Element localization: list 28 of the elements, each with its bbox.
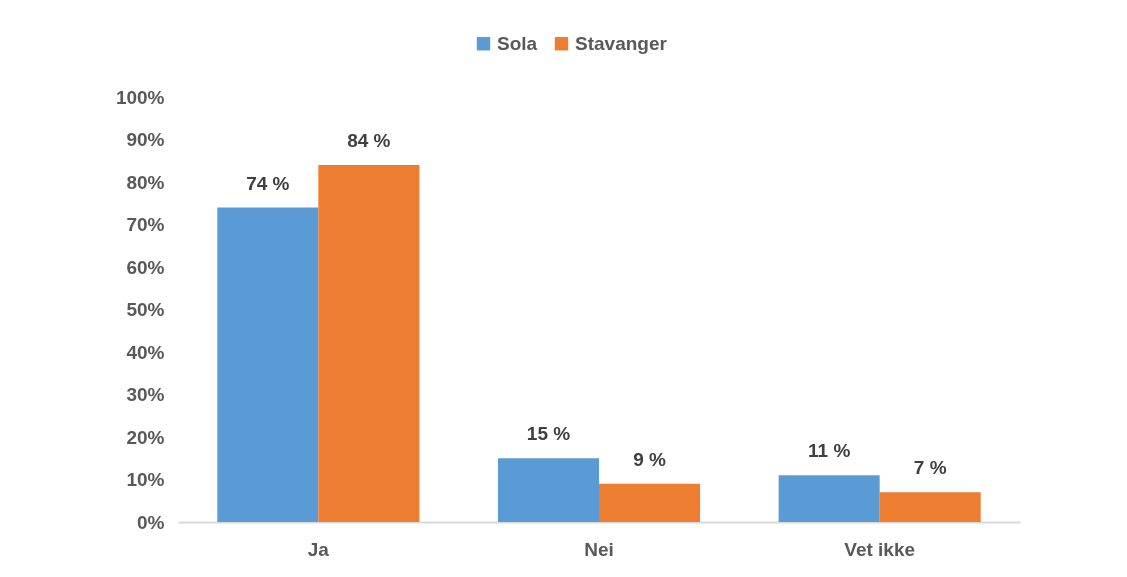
data-label: 74 % (246, 172, 290, 194)
bar (599, 483, 701, 522)
data-label: 11 % (808, 440, 851, 462)
y-tick-label: 10% (126, 469, 165, 490)
y-tick-label: 30% (126, 384, 165, 405)
legend-label: Sola (497, 32, 538, 54)
bar (497, 458, 599, 522)
x-tick-label: Vet ikke (844, 538, 916, 560)
y-tick-label: 100% (115, 86, 165, 108)
data-label: 84 % (347, 130, 391, 151)
x-tick-label: Ja (307, 538, 330, 560)
y-tick-label: 60% (126, 256, 165, 278)
y-tick-label: 90% (126, 129, 165, 150)
data-label: 15 % (526, 423, 571, 445)
bar (879, 492, 981, 522)
y-tick-label: 20% (126, 426, 165, 448)
bar (318, 165, 420, 522)
y-tick-label: 0% (137, 511, 165, 533)
data-label: 9 % (633, 448, 666, 470)
y-tick-label: 80% (126, 171, 165, 193)
bar (217, 207, 319, 522)
y-tick-label: 70% (126, 214, 165, 235)
x-tick-label: Nei (584, 538, 614, 560)
y-tick-label: 40% (126, 341, 165, 363)
y-tick-label: 50% (126, 299, 165, 320)
data-label: 7 % (913, 457, 947, 479)
bar (778, 475, 880, 522)
legend-label: Stavanger (575, 32, 668, 54)
